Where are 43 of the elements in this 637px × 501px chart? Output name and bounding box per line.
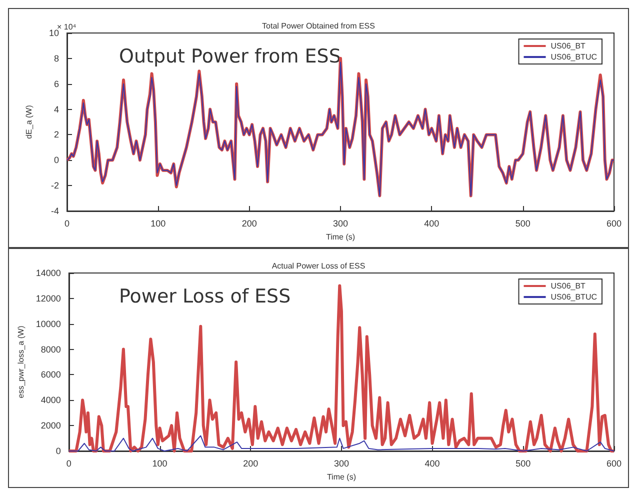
legend-label: US06_BTUC — [550, 292, 598, 302]
x-tick-label: 100 — [150, 218, 166, 228]
y-tick-label: 6 — [54, 78, 59, 89]
x-tick-label: 100 — [152, 458, 168, 468]
x-tick-label: 400 — [424, 458, 440, 468]
x-tick-label: 600 — [606, 218, 622, 228]
y-tick-label: 2000 — [40, 420, 61, 431]
y-tick-label: 4 — [54, 104, 59, 114]
annotation: Power Loss of ESS — [119, 286, 291, 308]
chart-title: Actual Power Loss of ESS — [272, 262, 366, 270]
x-tick-label: 500 — [516, 458, 531, 468]
x-tick-label: 200 — [242, 218, 257, 228]
x-tick-label: 0 — [66, 458, 72, 468]
text: × 10⁴ — [57, 22, 77, 32]
y-tick-label: -4 — [50, 206, 59, 216]
y-tick-label: 8000 — [40, 344, 61, 354]
chart-title: Total Power Obtained from ESS — [262, 22, 375, 30]
x-tick-label: 600 — [606, 458, 622, 468]
y-tick-label: 0 — [56, 446, 61, 456]
y-axis-title: dE_a (W) — [24, 104, 34, 139]
x-tick-label: 0 — [64, 218, 70, 228]
y-tick-label: 8 — [54, 53, 59, 64]
legend-label: US06_BT — [550, 42, 586, 50]
y-tick-label: -2 — [50, 180, 59, 191]
legend-label: US06_BT — [550, 282, 586, 290]
x-tick-label: 200 — [243, 458, 258, 468]
y-tick-label: 2 — [54, 130, 59, 140]
y-tick-label: 14000 — [36, 268, 61, 278]
x-tick-label: 500 — [515, 218, 530, 228]
y-axis-title: ess_pwr_loss_a (W) — [16, 325, 26, 398]
x-tick-label: 300 — [334, 458, 349, 468]
y-tick-label: 12000 — [36, 293, 61, 304]
y-tick-label: 6000 — [40, 370, 61, 380]
x-tick-label: 400 — [424, 218, 440, 228]
y-tick-label: 0 — [54, 155, 59, 166]
x-axis-title: Time (s) — [326, 232, 356, 242]
y-tick-label: 10 — [48, 28, 59, 38]
y-tick-label: 10000 — [36, 318, 61, 329]
x-axis-title: Time (s) — [326, 472, 356, 482]
annotation: Output Power from ESS — [119, 46, 341, 68]
x-tick-label: 300 — [332, 218, 348, 228]
legend-label: US06_BTUC — [550, 52, 598, 62]
y-tick-label: 4000 — [40, 395, 61, 406]
